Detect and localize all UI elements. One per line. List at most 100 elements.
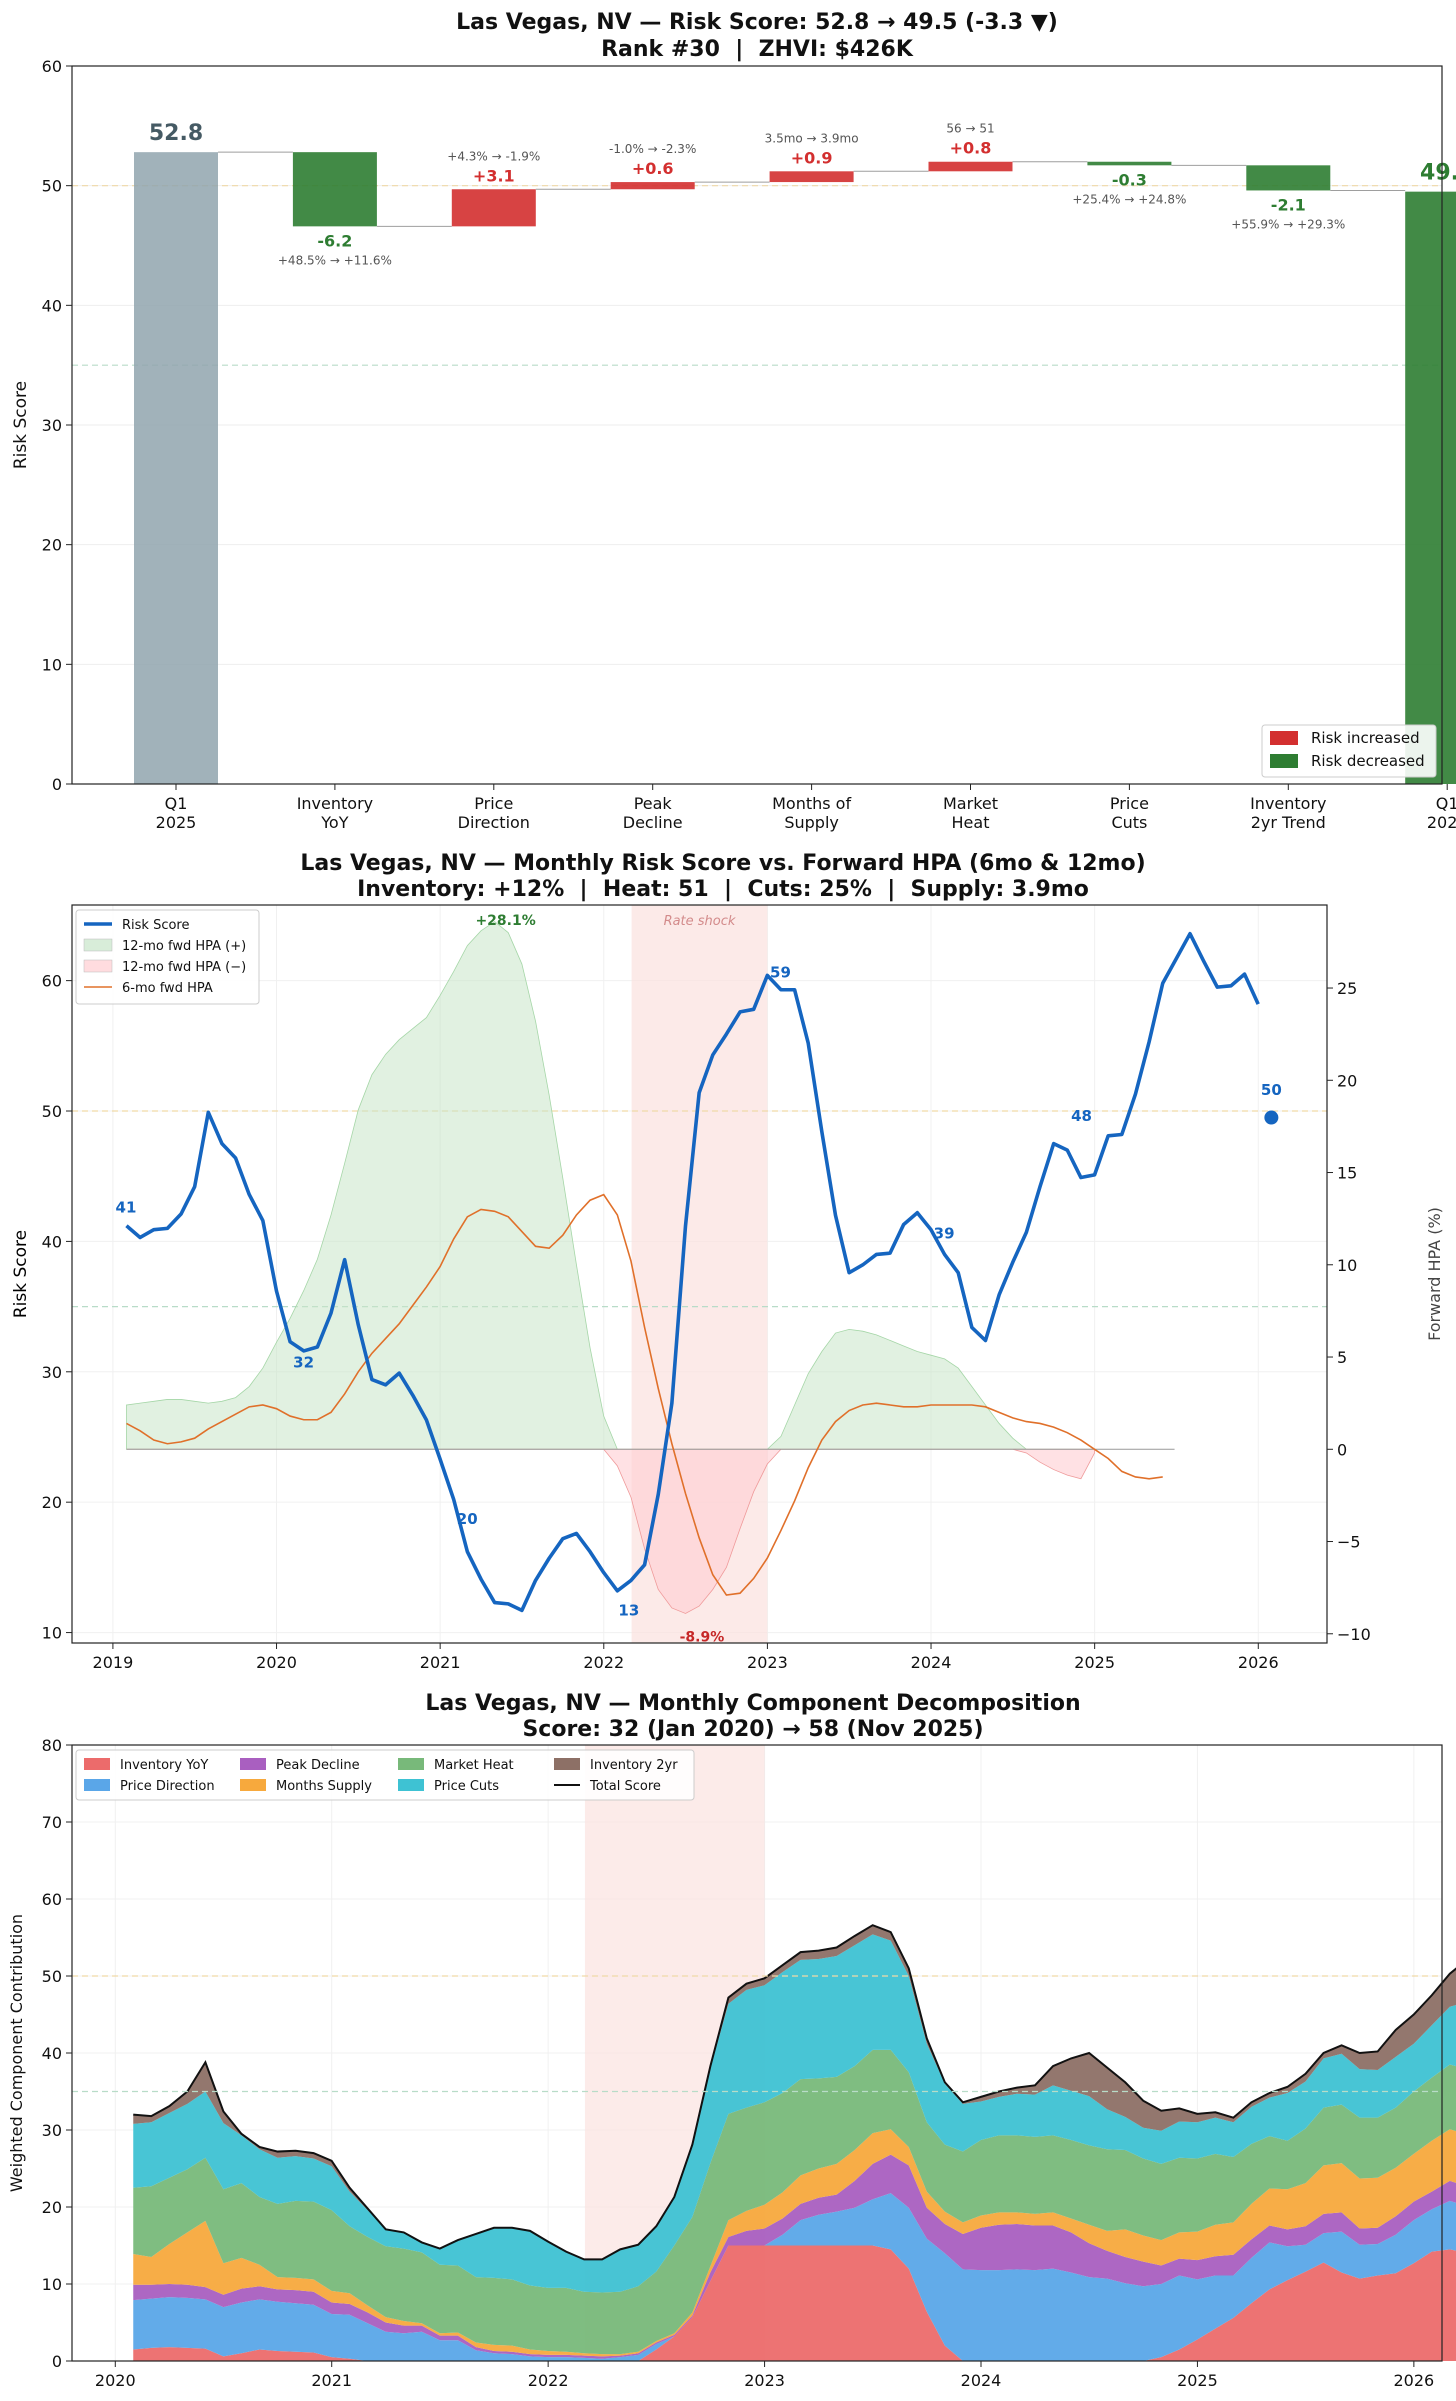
x-tick-label: 2024	[911, 1653, 952, 1672]
waterfall-bar	[1405, 191, 1456, 784]
legend-label: Months Supply	[276, 1779, 372, 1794]
decomp-y-axis-label: Weighted Component Contribution	[7, 1914, 26, 2192]
bar-note-label: +25.4% → +24.8%	[1072, 192, 1186, 206]
waterfall-legend: Risk increased Risk decreased	[1261, 724, 1437, 778]
y-tick-label: 60	[42, 57, 62, 76]
x-tick-label: Heat	[952, 813, 990, 832]
y2-tick-label: 25	[1337, 979, 1357, 998]
x-tick-label: Cuts	[1111, 813, 1147, 832]
x-tick-label: 2020	[256, 1653, 297, 1672]
stacked-area-cuts	[133, 1934, 1456, 2293]
y-tick-label: 10	[42, 2275, 62, 2294]
legend-label: 6-mo fwd HPA	[122, 981, 213, 996]
legend-label-increase: Risk increased	[1311, 729, 1420, 747]
legend-swatch	[554, 1758, 580, 1770]
y-tick-label: 40	[42, 1232, 62, 1251]
legend-swatch	[398, 1779, 424, 1791]
x-tick-label: Price	[474, 794, 513, 813]
risk-hpa-plot-frame	[71, 904, 1328, 1644]
y-tick-label: 0	[52, 775, 62, 794]
risk-annotation: 20	[457, 1510, 478, 1528]
x-tick-label: Market	[943, 794, 998, 813]
bar-value-label: 49.5	[1420, 161, 1456, 186]
decomp-subtitle: Score: 32 (Jan 2020) → 58 (Nov 2025)	[522, 1717, 983, 1742]
y2-tick-label: 0	[1337, 1440, 1347, 1459]
x-tick-label: 2019	[93, 1653, 134, 1672]
x-tick-label: 2023	[747, 1653, 788, 1672]
waterfall-bar	[134, 152, 218, 784]
y-tick-label: 10	[42, 655, 62, 674]
bar-note-label: 3.5mo → 3.9mo	[765, 131, 859, 145]
y2-tick-label: −10	[1337, 1625, 1371, 1644]
waterfall-bar	[928, 161, 1013, 172]
y-tick-label: 50	[42, 1102, 62, 1121]
stacked-area-inv_yoy	[133, 2245, 1456, 2361]
y-tick-label: 60	[42, 972, 62, 991]
stacked-area-months	[133, 2129, 1456, 2357]
legend-swatch-decrease	[1270, 754, 1298, 768]
rate-shock-label: Rate shock	[664, 914, 736, 929]
y-tick-label: 40	[42, 296, 62, 315]
risk-vs-hpa-chart: Las Vegas, NV — Monthly Risk Score vs. F…	[11, 851, 1444, 1672]
y-tick-label: 20	[42, 536, 62, 555]
risk-hpa-left-axis-label: Risk Score	[11, 1230, 31, 1318]
legend-label-decrease: Risk decreased	[1311, 752, 1425, 770]
legend-label: Market Heat	[434, 1758, 514, 1773]
risk-annotation: 39	[934, 1224, 955, 1242]
y-tick-label: 0	[52, 2352, 62, 2371]
y-tick-label: 40	[42, 2044, 62, 2063]
risk-hpa-subtitle: Inventory: +12% | Heat: 51 | Cuts: 25% |…	[357, 877, 1089, 902]
projection-point	[1264, 1110, 1279, 1125]
waterfall-bar	[451, 189, 536, 227]
bar-note-label: -1.0% → -2.3%	[609, 142, 696, 156]
y2-tick-label: −5	[1337, 1533, 1361, 1552]
waterfall-chart: Las Vegas, NV — Risk Score: 52.8 → 49.5 …	[11, 10, 1456, 832]
bar-value-label: +0.6	[632, 159, 674, 178]
y2-tick-label: 15	[1337, 1164, 1357, 1183]
total-score-line	[133, 1924, 1456, 2261]
risk-annotation: 59	[770, 964, 791, 982]
y-tick-label: 50	[42, 177, 62, 196]
legend-label: Price Cuts	[434, 1779, 499, 1794]
legend-label: Inventory 2yr	[590, 1758, 678, 1773]
bar-note-label: +4.3% → -1.9%	[447, 149, 540, 163]
x-tick-label: 2026	[1394, 2371, 1435, 2390]
y-tick-label: 70	[42, 1813, 62, 1832]
risk-hpa-right-axis-label: Forward HPA (%)	[1425, 1207, 1444, 1341]
x-tick-label: Supply	[784, 813, 839, 832]
x-tick-label: 2021	[311, 2371, 352, 2390]
x-tick-label: 2025	[156, 813, 197, 832]
x-tick-label: 2025	[1074, 1653, 1115, 1672]
component-decomposition-chart: Las Vegas, NV — Monthly Component Decomp…	[7, 1691, 1456, 2390]
y-tick-label: 30	[42, 416, 62, 435]
y2-tick-label: 10	[1337, 1256, 1357, 1275]
bar-value-label: -0.3	[1112, 170, 1147, 189]
hpa-min-annotation: -8.9%	[680, 1629, 725, 1645]
bar-note-label: +55.9% → +29.3%	[1231, 217, 1345, 231]
y-tick-label: 20	[42, 2198, 62, 2217]
legend-label: 12-mo fwd HPA (−)	[122, 960, 246, 975]
legend-label: Price Direction	[120, 1779, 215, 1794]
waterfall-y-axis-label: Risk Score	[11, 381, 31, 469]
x-tick-label: 2025	[1177, 2371, 1218, 2390]
bar-value-label: +0.9	[791, 148, 833, 167]
waterfall-subtitle: Rank #30 | ZHVI: $426K	[601, 37, 914, 62]
x-tick-label: 2yr Trend	[1251, 813, 1326, 832]
waterfall-bar	[1246, 165, 1331, 191]
y2-tick-label: 5	[1337, 1348, 1347, 1367]
legend-label: Risk Score	[122, 918, 190, 933]
decomp-title: Las Vegas, NV — Monthly Component Decomp…	[425, 1691, 1080, 1716]
x-tick-label: 2023	[744, 2371, 785, 2390]
bar-note-label: +48.5% → +11.6%	[278, 253, 392, 267]
x-tick-label: 2026	[1427, 813, 1456, 832]
y-tick-label: 60	[42, 1890, 62, 1909]
decomp-plot-frame	[71, 1744, 1443, 2362]
y-tick-label: 20	[42, 1493, 62, 1512]
stacked-area-heat	[133, 2049, 1456, 2355]
legend-swatch	[84, 1758, 110, 1770]
risk-annotation: 50	[1261, 1081, 1282, 1099]
risk-annotation: 13	[618, 1601, 639, 1619]
waterfall-bar	[769, 171, 854, 183]
x-tick-label: Q1	[165, 794, 188, 813]
